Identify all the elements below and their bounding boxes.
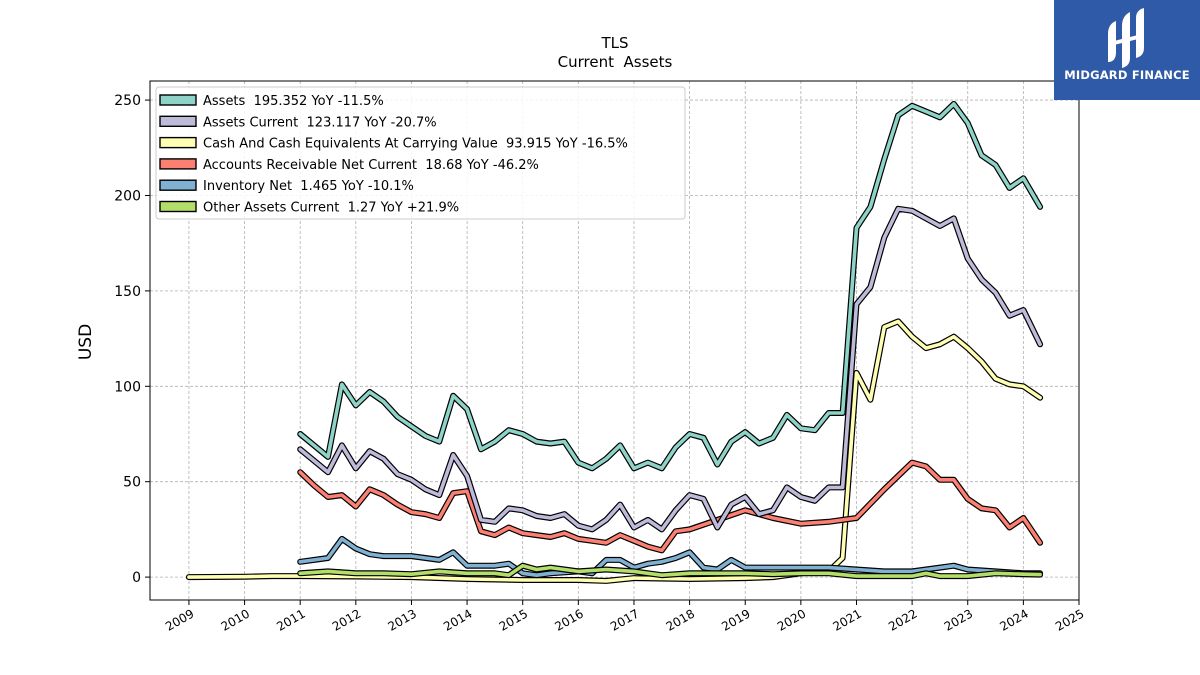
legend-swatch-5 [159, 200, 197, 213]
series-line-1 [298, 207, 1042, 532]
x-tick-label-4: 2013 [386, 606, 419, 633]
x-tick-label-5: 2014 [441, 606, 474, 633]
x-tick-label-13: 2022 [886, 606, 919, 633]
x-tick-label-12: 2021 [831, 606, 864, 633]
x-ticks: 2009 2010 2011 2012 2013 2014 2015 2016 2017 2018… [163, 600, 1087, 634]
legend-label-3: Accounts Receivable Net Current 18.68 Yo… [203, 158, 539, 173]
chart-subtitle: Current Assets [558, 53, 673, 71]
legend-swatch-2 [159, 136, 197, 149]
legend-swatch-0 [159, 94, 197, 106]
legend-swatch-4 [159, 179, 197, 191]
x-tick-label-11: 2020 [775, 606, 808, 633]
x-tick-label-2: 2011 [274, 606, 307, 633]
y-tick-label-0: 0 [132, 570, 141, 586]
chart-title: TLS [600, 34, 628, 52]
series-line-3 [298, 460, 1042, 553]
x-tick-label-8: 2017 [608, 606, 641, 633]
brand-name: MIDGARD FINANCE [1064, 68, 1190, 82]
legend-box [155, 86, 686, 220]
x-tick-label-0: 2009 [163, 606, 196, 633]
legend-label-0: Assets 195.352 YoY -11.5% [203, 94, 384, 109]
x-tick-label-15: 2024 [997, 606, 1030, 633]
legend-label-5: Other Assets Current 1.27 YoY +21.9% [203, 201, 459, 216]
y-axis-label: USD [76, 324, 96, 360]
x-tick-label-3: 2012 [330, 606, 363, 633]
legend-swatch-1 [159, 115, 197, 128]
legend-label-2: Cash And Cash Equivalents At Carrying Va… [203, 137, 628, 152]
y-tick-label-5: 250 [114, 93, 141, 109]
legend-label-1: Assets Current 123.117 YoY -20.7% [203, 115, 437, 130]
x-tick-label-6: 2015 [497, 606, 530, 633]
series-line-0 [298, 102, 1042, 471]
x-tick-label-9: 2018 [664, 606, 697, 633]
series-line-4 [298, 537, 1042, 577]
brand-mark-icon [1108, 8, 1144, 68]
legend-label-4: Inventory Net 1.465 YoY -10.1% [203, 179, 414, 194]
x-tick-label-16: 2025 [1053, 606, 1086, 633]
series-layer [185, 100, 1044, 584]
x-tick-label-10: 2019 [719, 606, 752, 633]
x-tick-label-7: 2016 [552, 606, 585, 633]
legend-swatch-3 [159, 158, 197, 170]
plot-frame [149, 80, 1080, 601]
series-line-5 [298, 563, 1042, 578]
y-tick-label-2: 100 [114, 379, 141, 395]
y-ticks: 0 50 100 150 200 250 [114, 93, 150, 586]
brand-logo: MIDGARD FINANCE [1054, 0, 1200, 100]
y-tick-label-4: 200 [114, 188, 141, 204]
y-tick-label-1: 50 [123, 475, 141, 491]
x-tick-label-1: 2010 [219, 606, 252, 633]
x-tick-label-14: 2023 [942, 606, 975, 633]
y-tick-label-3: 150 [114, 284, 141, 300]
legend: Assets 195.352 YoY -11.5% Assets Current … [155, 86, 686, 220]
